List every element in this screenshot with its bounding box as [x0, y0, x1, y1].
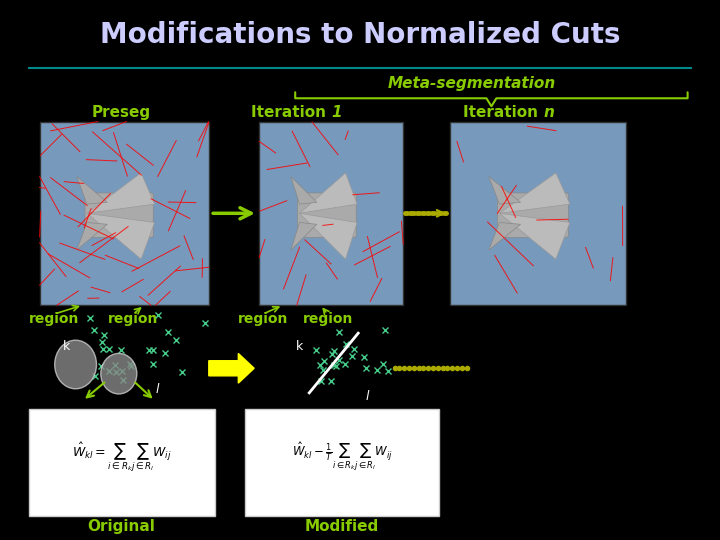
Text: region: region: [238, 312, 288, 326]
Polygon shape: [87, 213, 155, 259]
Text: Iteration: Iteration: [251, 105, 331, 120]
FancyBboxPatch shape: [450, 122, 626, 305]
FancyBboxPatch shape: [297, 193, 356, 238]
Text: k: k: [63, 340, 70, 353]
Text: Iteration: Iteration: [464, 105, 544, 120]
FancyArrow shape: [209, 354, 254, 383]
Text: region: region: [108, 312, 158, 326]
Polygon shape: [291, 222, 317, 250]
Polygon shape: [500, 173, 570, 213]
FancyBboxPatch shape: [498, 193, 568, 238]
Polygon shape: [300, 173, 357, 213]
Text: 1: 1: [331, 105, 342, 120]
Polygon shape: [291, 177, 317, 204]
Text: Original: Original: [88, 519, 156, 534]
Text: n: n: [544, 105, 554, 120]
Polygon shape: [77, 222, 107, 250]
Ellipse shape: [101, 354, 137, 394]
Polygon shape: [489, 177, 521, 204]
Text: k: k: [296, 340, 303, 353]
Polygon shape: [489, 222, 521, 250]
Text: l: l: [366, 390, 369, 403]
Text: Modifications to Normalized Cuts: Modifications to Normalized Cuts: [100, 21, 620, 49]
FancyBboxPatch shape: [245, 409, 439, 516]
Text: region: region: [29, 312, 79, 326]
Text: Preseg: Preseg: [91, 105, 150, 120]
Ellipse shape: [55, 340, 96, 389]
Text: $\hat{W}_{kl} = \sum_{i\in R_k}\sum_{j\in R_l}W_{ij}$: $\hat{W}_{kl} = \sum_{i\in R_k}\sum_{j\i…: [72, 440, 171, 474]
Text: region: region: [302, 312, 353, 326]
FancyBboxPatch shape: [85, 193, 153, 238]
Polygon shape: [500, 213, 570, 259]
Polygon shape: [77, 177, 107, 204]
Text: Modified: Modified: [305, 519, 379, 534]
Polygon shape: [300, 213, 357, 259]
FancyBboxPatch shape: [40, 122, 209, 305]
Text: l: l: [156, 383, 158, 396]
Text: $\hat{W}_{kl} - \frac{1}{T}\sum_{i\in R_k}\sum_{j\in R_l}W_{ij}$: $\hat{W}_{kl} - \frac{1}{T}\sum_{i\in R_…: [292, 441, 392, 473]
FancyBboxPatch shape: [29, 409, 215, 516]
Polygon shape: [87, 173, 155, 213]
FancyBboxPatch shape: [259, 122, 403, 305]
Text: Meta-segmentation: Meta-segmentation: [387, 76, 556, 91]
